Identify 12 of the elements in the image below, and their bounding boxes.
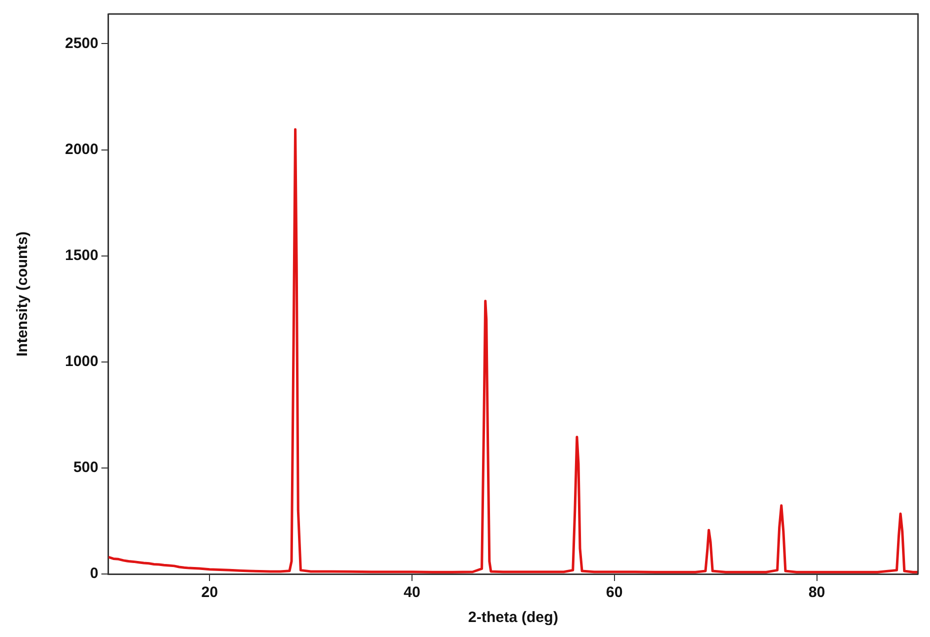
- y-tick-label: 0: [90, 565, 98, 582]
- y-tick-label: 1000: [64, 353, 98, 370]
- x-tick-label: 40: [404, 584, 420, 602]
- y-tick-label: 1500: [64, 246, 98, 264]
- y-tick-label: 2500: [64, 34, 98, 52]
- x-tick-label: 20: [201, 584, 218, 602]
- y-axis-title: Intensity (counts): [14, 231, 32, 357]
- y-tick-label: 500: [73, 459, 98, 476]
- x-axis-title: 2-theta (deg): [468, 609, 558, 626]
- x-tick-label: 60: [606, 584, 623, 602]
- y-tick-label: 2000: [64, 140, 98, 158]
- x-tick-label: 80: [808, 584, 826, 602]
